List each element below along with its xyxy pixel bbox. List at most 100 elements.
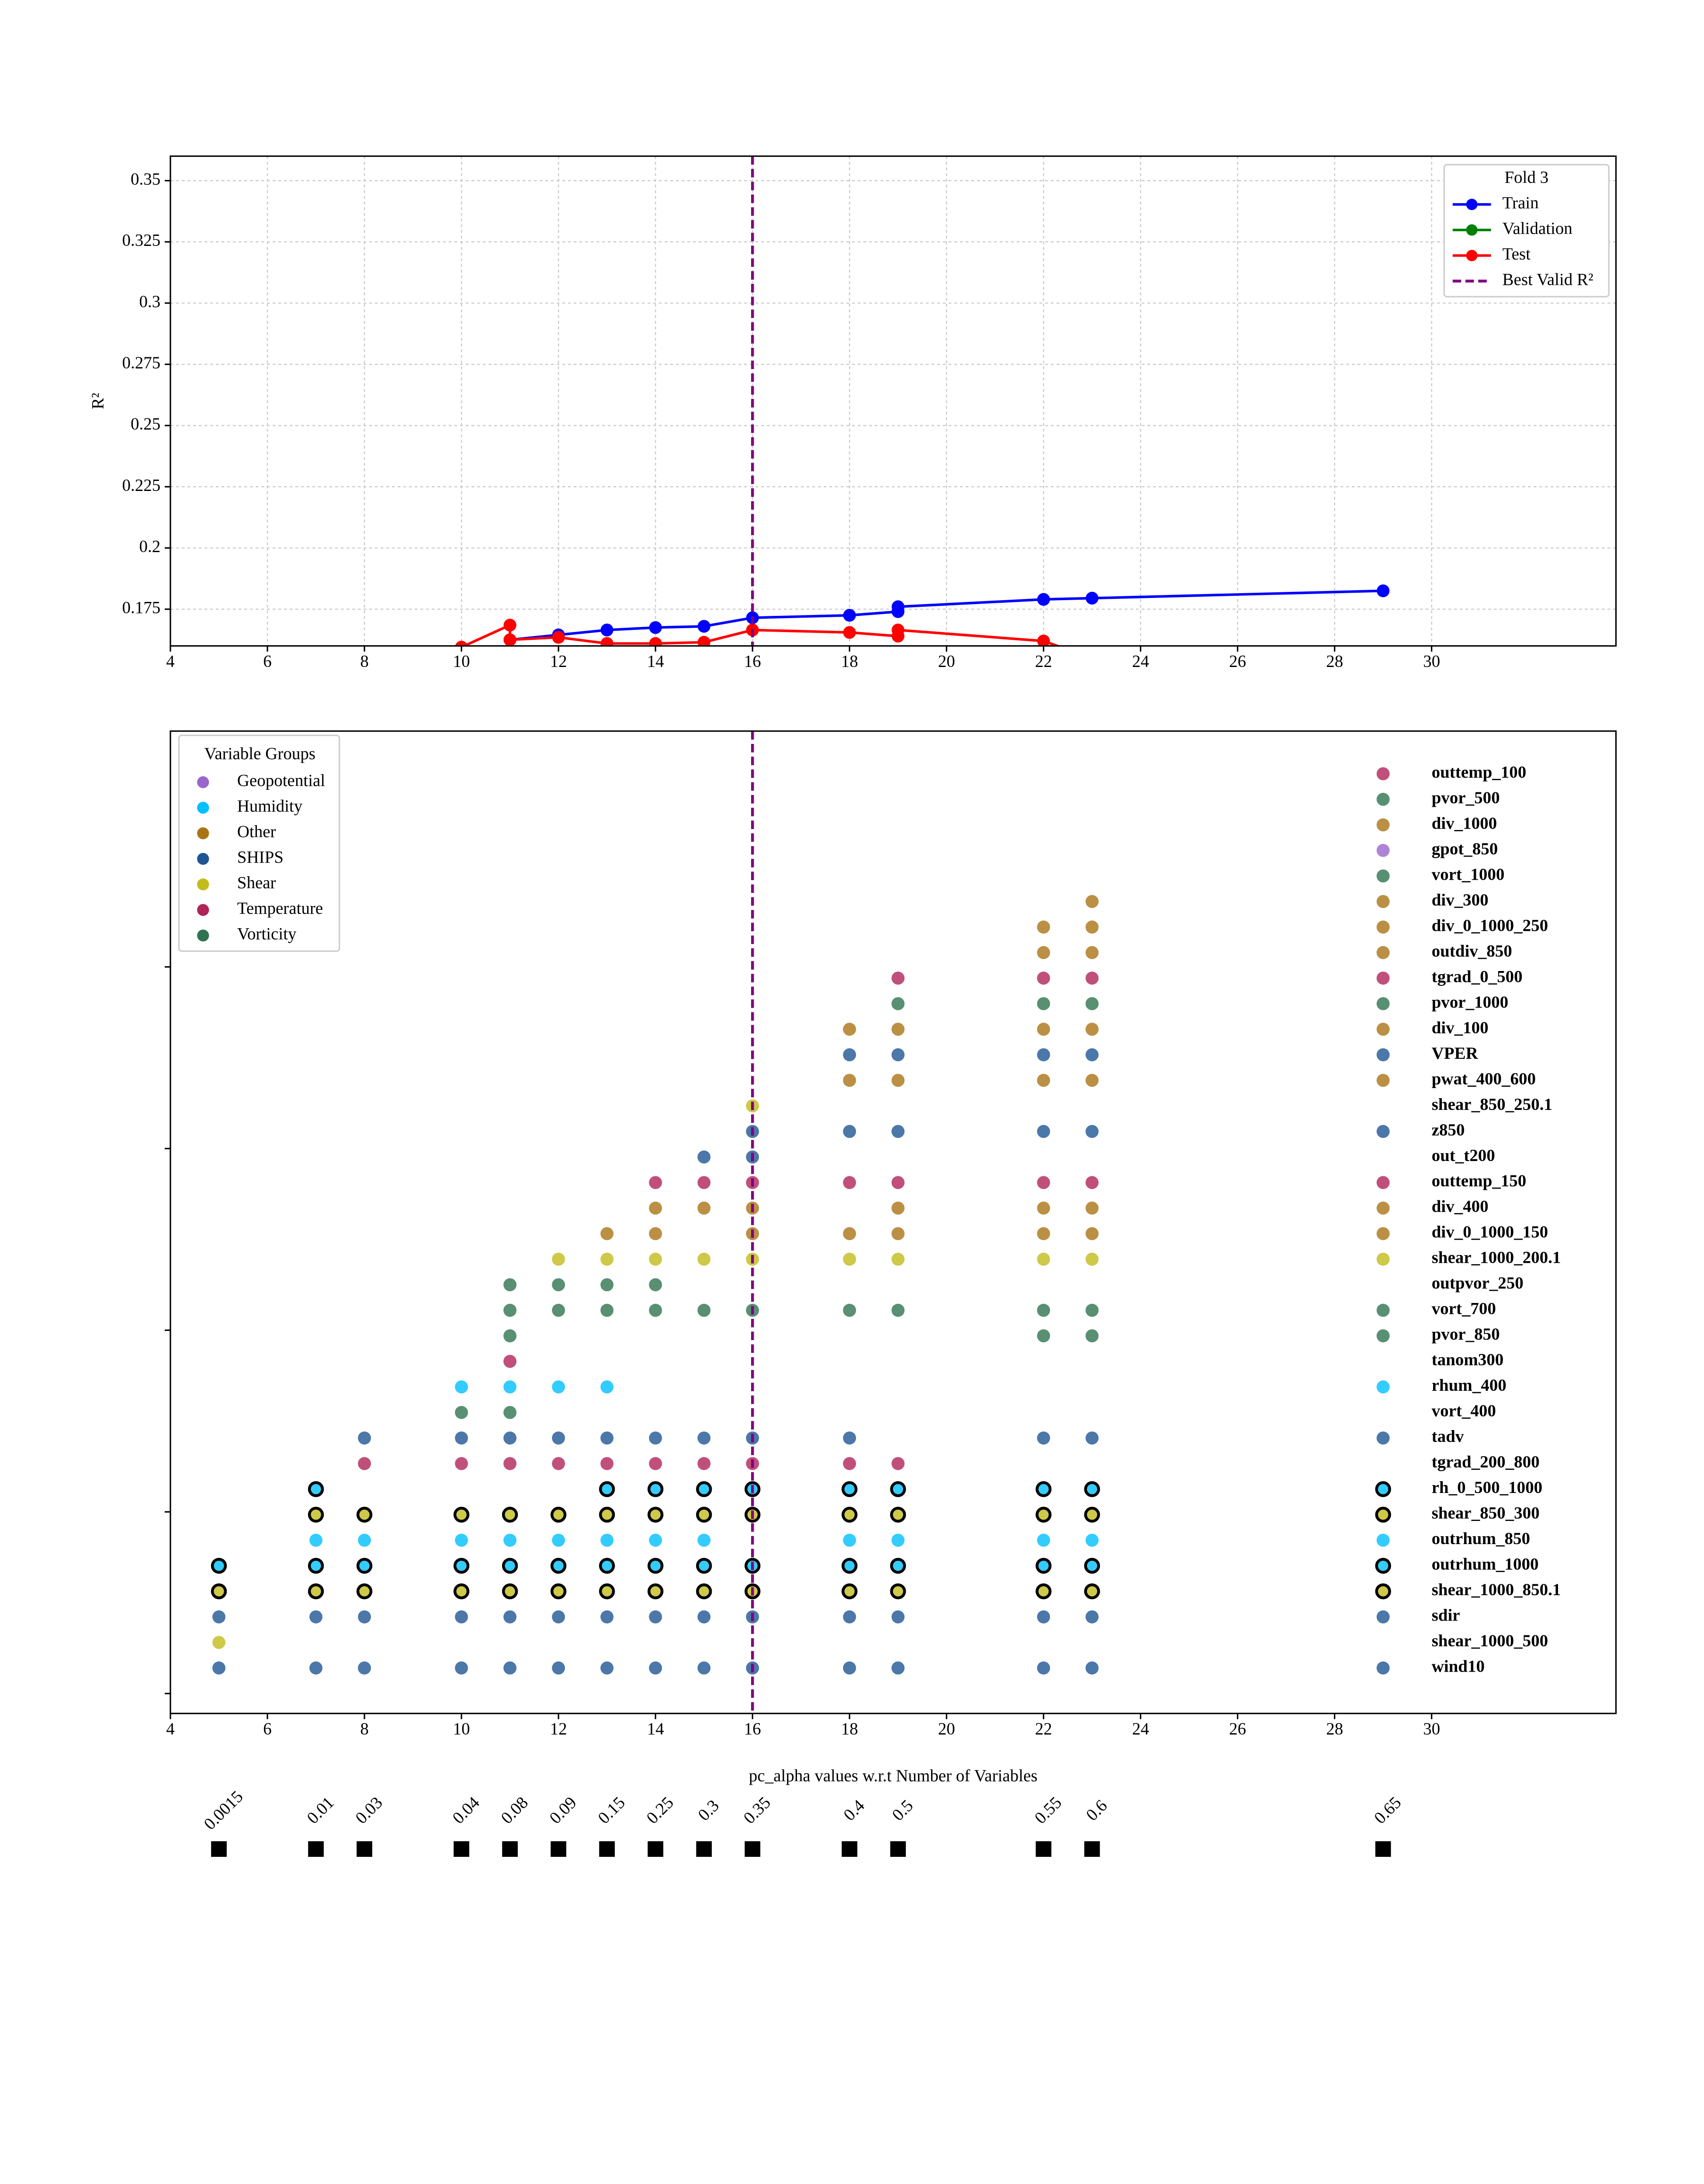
pc-alpha-marker: [454, 1841, 470, 1857]
selection-dot: [358, 1661, 371, 1675]
selection-dot: [503, 1380, 517, 1394]
selection-dot: [1085, 1661, 1099, 1675]
selection-dot: [1037, 1074, 1050, 1087]
legend-marker: [197, 827, 209, 840]
selection-dot: [843, 1610, 856, 1624]
pc-alpha-marker: [211, 1841, 227, 1857]
selection-dot: [455, 1431, 468, 1445]
pc-alpha-marker: [648, 1841, 664, 1857]
selection-dot: [697, 1661, 711, 1675]
legend-marker: [197, 853, 209, 865]
selection-dot: [1037, 1610, 1050, 1624]
selection-dot: [891, 1125, 905, 1138]
y-tick-label: 0.2: [139, 537, 161, 556]
x-tick-label: 24: [1132, 652, 1149, 671]
selection-dot: [552, 1534, 565, 1547]
selection-dot: [1085, 1023, 1099, 1036]
x-tick-label: 20: [938, 652, 955, 671]
y-tick-label: 0.25: [131, 415, 160, 433]
selection-dot: [649, 1278, 662, 1292]
variable-label: pvor_850: [1432, 1325, 1500, 1344]
x-axis-label: pc_alpha values w.r.t Number of Variable…: [749, 1766, 1038, 1785]
selection-dot: [503, 1329, 517, 1343]
selection-dot: [1085, 1176, 1099, 1189]
selection-dot: [552, 1431, 565, 1445]
point: [600, 623, 613, 636]
selection-dot: [843, 1023, 856, 1036]
point: [697, 636, 710, 646]
variable-label: div_0_1000_150: [1432, 1223, 1548, 1241]
selection-dot: [843, 1176, 856, 1189]
selection-dot: [649, 1227, 662, 1241]
selection-dot: [308, 1583, 324, 1600]
selection-dot: [356, 1583, 373, 1600]
variable-label: outrhum_850: [1432, 1529, 1530, 1548]
selection-dot: [599, 1507, 615, 1523]
variable-label: shear_850_300: [1432, 1504, 1540, 1523]
selection-dot: [453, 1507, 470, 1523]
selection-dot: [550, 1507, 567, 1523]
x-tick-label: 20: [938, 1720, 955, 1738]
point: [891, 623, 904, 636]
selection-dot: [1037, 946, 1050, 959]
selection-dot: [309, 1610, 323, 1624]
pc-alpha-marker: [890, 1841, 906, 1857]
legend-marker: [197, 904, 209, 916]
selection-dot: [648, 1507, 664, 1523]
variable-label: pwat_400_600: [1432, 1069, 1536, 1088]
selection-dot: [503, 1278, 517, 1292]
selection-dot: [697, 1431, 711, 1445]
selection-dot: [308, 1481, 324, 1497]
x-tick-label: 30: [1423, 652, 1440, 671]
selection-dot: [1376, 1380, 1390, 1394]
selection-dot: [1085, 946, 1099, 959]
variable-label: vort_1000: [1432, 865, 1505, 884]
selection-dot: [600, 1252, 614, 1266]
selection-dot: [697, 1457, 711, 1470]
legend-label: Temperature: [237, 899, 323, 918]
selection-dot: [1037, 971, 1050, 985]
y-axis-label: R²: [88, 393, 107, 409]
selection-dot: [455, 1661, 468, 1675]
selection-dot: [1375, 1481, 1391, 1497]
selection-dot: [842, 1583, 858, 1600]
selection-dot: [843, 1125, 856, 1138]
selection-dot: [891, 1534, 905, 1547]
selection-dot: [1037, 997, 1050, 1010]
legend-marker: [197, 776, 209, 788]
x-tick-label: 18: [841, 1720, 858, 1738]
selection-dot: [891, 1303, 905, 1317]
selection-dot: [1036, 1481, 1052, 1497]
variable-label: tgrad_0_500: [1432, 967, 1523, 986]
selection-dot: [552, 1380, 565, 1394]
selection-dot: [600, 1661, 614, 1675]
selection-dot: [1375, 1507, 1391, 1523]
legend-label: Humidity: [237, 797, 303, 816]
selection-dot: [891, 1610, 905, 1624]
selection-dot: [211, 1583, 227, 1600]
selection-dot: [600, 1303, 614, 1317]
selection-dot: [649, 1610, 662, 1624]
x-tick-label: 16: [744, 1720, 761, 1738]
x-tick-label: 28: [1326, 652, 1343, 671]
variable-label: pvor_500: [1432, 788, 1500, 807]
selection-dot: [649, 1661, 662, 1675]
selection-dot: [1085, 1610, 1099, 1624]
selection-dot: [843, 1074, 856, 1087]
selection-dot: [1085, 1125, 1099, 1138]
selection-dot: [358, 1610, 371, 1624]
y-tick-label: 0.225: [122, 476, 161, 494]
variable-label: rhum_400: [1432, 1376, 1507, 1395]
x-tick-label: 26: [1229, 1720, 1246, 1738]
x-tick-label: 30: [1423, 1720, 1440, 1738]
x-tick-label: 14: [647, 652, 664, 671]
point: [455, 640, 468, 646]
selection-dot: [696, 1558, 712, 1574]
series-line: [509, 589, 1383, 641]
selection-dot: [891, 1074, 905, 1087]
selection-dot: [358, 1457, 371, 1470]
selection-dot: [843, 1534, 856, 1547]
selection-dot: [453, 1558, 470, 1574]
variable-label: shear_1000_200.1: [1432, 1248, 1561, 1267]
